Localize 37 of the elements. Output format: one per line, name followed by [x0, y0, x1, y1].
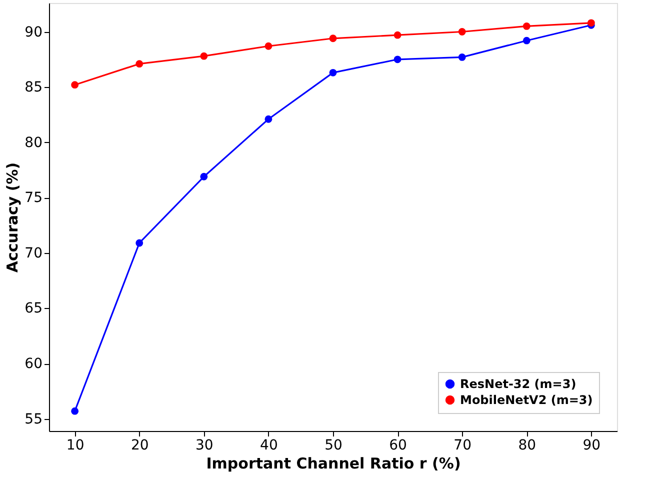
point: [136, 60, 144, 68]
point: [264, 42, 272, 50]
y-tick-label: 60: [24, 356, 42, 372]
y-tick-label: 70: [24, 245, 42, 262]
legend-label: MobileNetV2 (m=3): [460, 393, 593, 407]
y-tick-label: 80: [24, 134, 42, 151]
y-tick-label: 85: [24, 80, 42, 96]
x-tick-label: 40: [260, 438, 278, 454]
y-axis-title: Accuracy (%): [4, 162, 22, 273]
x-tick-label: 30: [195, 438, 214, 454]
x-tick-label: 60: [389, 438, 407, 454]
point: [458, 53, 466, 61]
y-tick-label: 55: [24, 411, 42, 428]
point: [394, 56, 402, 64]
legend-label: ResNet-32 (m=3): [460, 377, 576, 391]
x-tick-label: 20: [130, 438, 149, 454]
y-tick-label: 65: [24, 300, 42, 317]
y-tick-label: 75: [24, 190, 42, 206]
y-tick-label: 90: [24, 24, 42, 40]
point: [522, 36, 530, 44]
point: [264, 115, 272, 123]
point: [200, 172, 208, 180]
point: [458, 28, 466, 36]
x-tick-label: 70: [454, 438, 472, 454]
x-tick-label: 50: [324, 438, 342, 454]
point: [329, 68, 337, 76]
point: [71, 407, 79, 415]
point: [329, 34, 337, 42]
x-tick-label: 10: [66, 438, 84, 454]
point: [394, 31, 402, 39]
x-axis-title: Important Channel Ratio r (%): [206, 454, 461, 472]
point: [136, 239, 144, 247]
x-tick-label: 80: [518, 438, 536, 454]
point: [522, 22, 530, 30]
point: [200, 52, 208, 60]
point: [71, 81, 79, 89]
x-tick-label: 90: [582, 438, 601, 454]
